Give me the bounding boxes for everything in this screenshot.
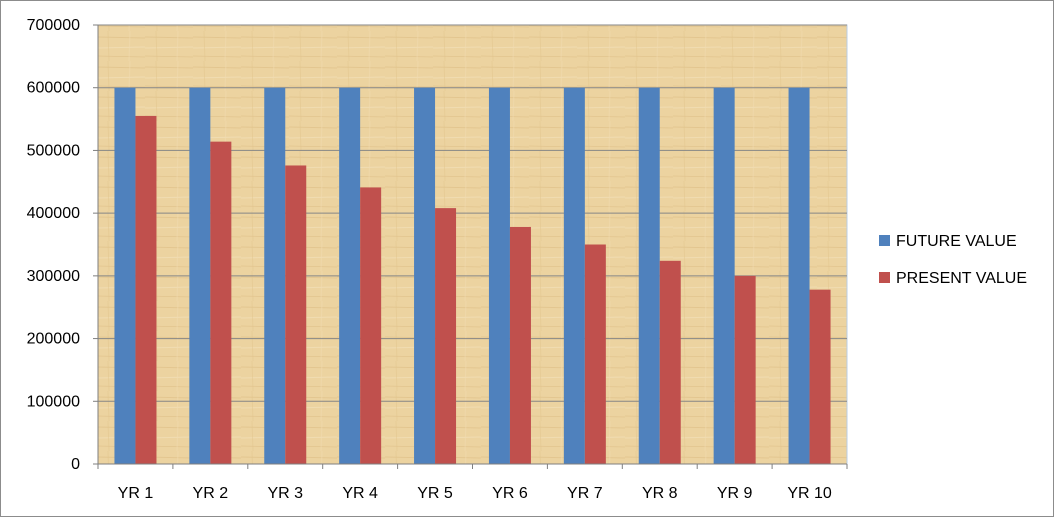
x-tick-label: YR 3: [267, 485, 303, 502]
y-tick-label: 600000: [27, 80, 80, 97]
bar-future-value: [713, 87, 735, 464]
bar-present-value: [509, 226, 531, 464]
bar-future-value: [339, 87, 361, 464]
bar-present-value: [809, 289, 831, 464]
y-tick-label: 200000: [27, 331, 80, 348]
x-tick-label: YR 5: [417, 485, 453, 502]
y-tick-label: 100000: [27, 393, 80, 410]
x-tick-label: YR 10: [787, 485, 832, 502]
legend-label-future-value: FUTURE VALUE: [896, 233, 1017, 250]
x-tick-labels: YR 1 YR 2 YR 3 YR 4 YR 5 YR 6 YR 7 YR 8 YR 9 YR 1…: [97, 464, 848, 502]
bar-future-value: [563, 87, 585, 464]
bar-present-value: [210, 141, 232, 465]
bar-present-value: [659, 260, 681, 464]
y-tick-label: 700000: [27, 17, 80, 34]
y-tick-label: 300000: [27, 268, 80, 285]
x-tick-label: YR 4: [342, 485, 378, 502]
legend: FUTURE VALUE PRESENT VALUE: [879, 233, 1027, 287]
y-tick-label: 0: [71, 456, 80, 473]
legend-swatch-future-value: [879, 235, 890, 246]
bar-present-value: [360, 187, 382, 464]
bar-future-value: [264, 87, 286, 464]
legend-swatch-present-value: [879, 272, 890, 283]
legend-label-present-value: PRESENT VALUE: [896, 270, 1027, 287]
bar-future-value: [114, 87, 136, 464]
x-tick-label: YR 7: [567, 485, 603, 502]
bar-present-value: [435, 208, 457, 464]
x-tick-label: YR 9: [717, 485, 753, 502]
x-tick-label: YR 2: [193, 485, 229, 502]
bar-present-value: [285, 165, 307, 465]
x-tick-label: YR 1: [118, 485, 154, 502]
x-tick-label: YR 6: [492, 485, 528, 502]
y-tick-label: 400000: [27, 205, 80, 222]
bar-future-value: [189, 87, 211, 464]
bar-future-value: [488, 87, 510, 464]
bar-present-value: [584, 244, 606, 464]
y-tick-labels: 0 100000 200000 300000 400000 500000 600000 700…: [27, 17, 98, 473]
bar-present-value: [135, 115, 157, 464]
bars: [114, 87, 831, 465]
x-tick-label: YR 8: [642, 485, 678, 502]
bar-future-value: [788, 87, 810, 464]
y-tick-label: 500000: [27, 142, 80, 159]
bar-future-value: [414, 87, 436, 464]
bar-present-value: [734, 275, 756, 464]
bar-future-value: [638, 87, 660, 464]
